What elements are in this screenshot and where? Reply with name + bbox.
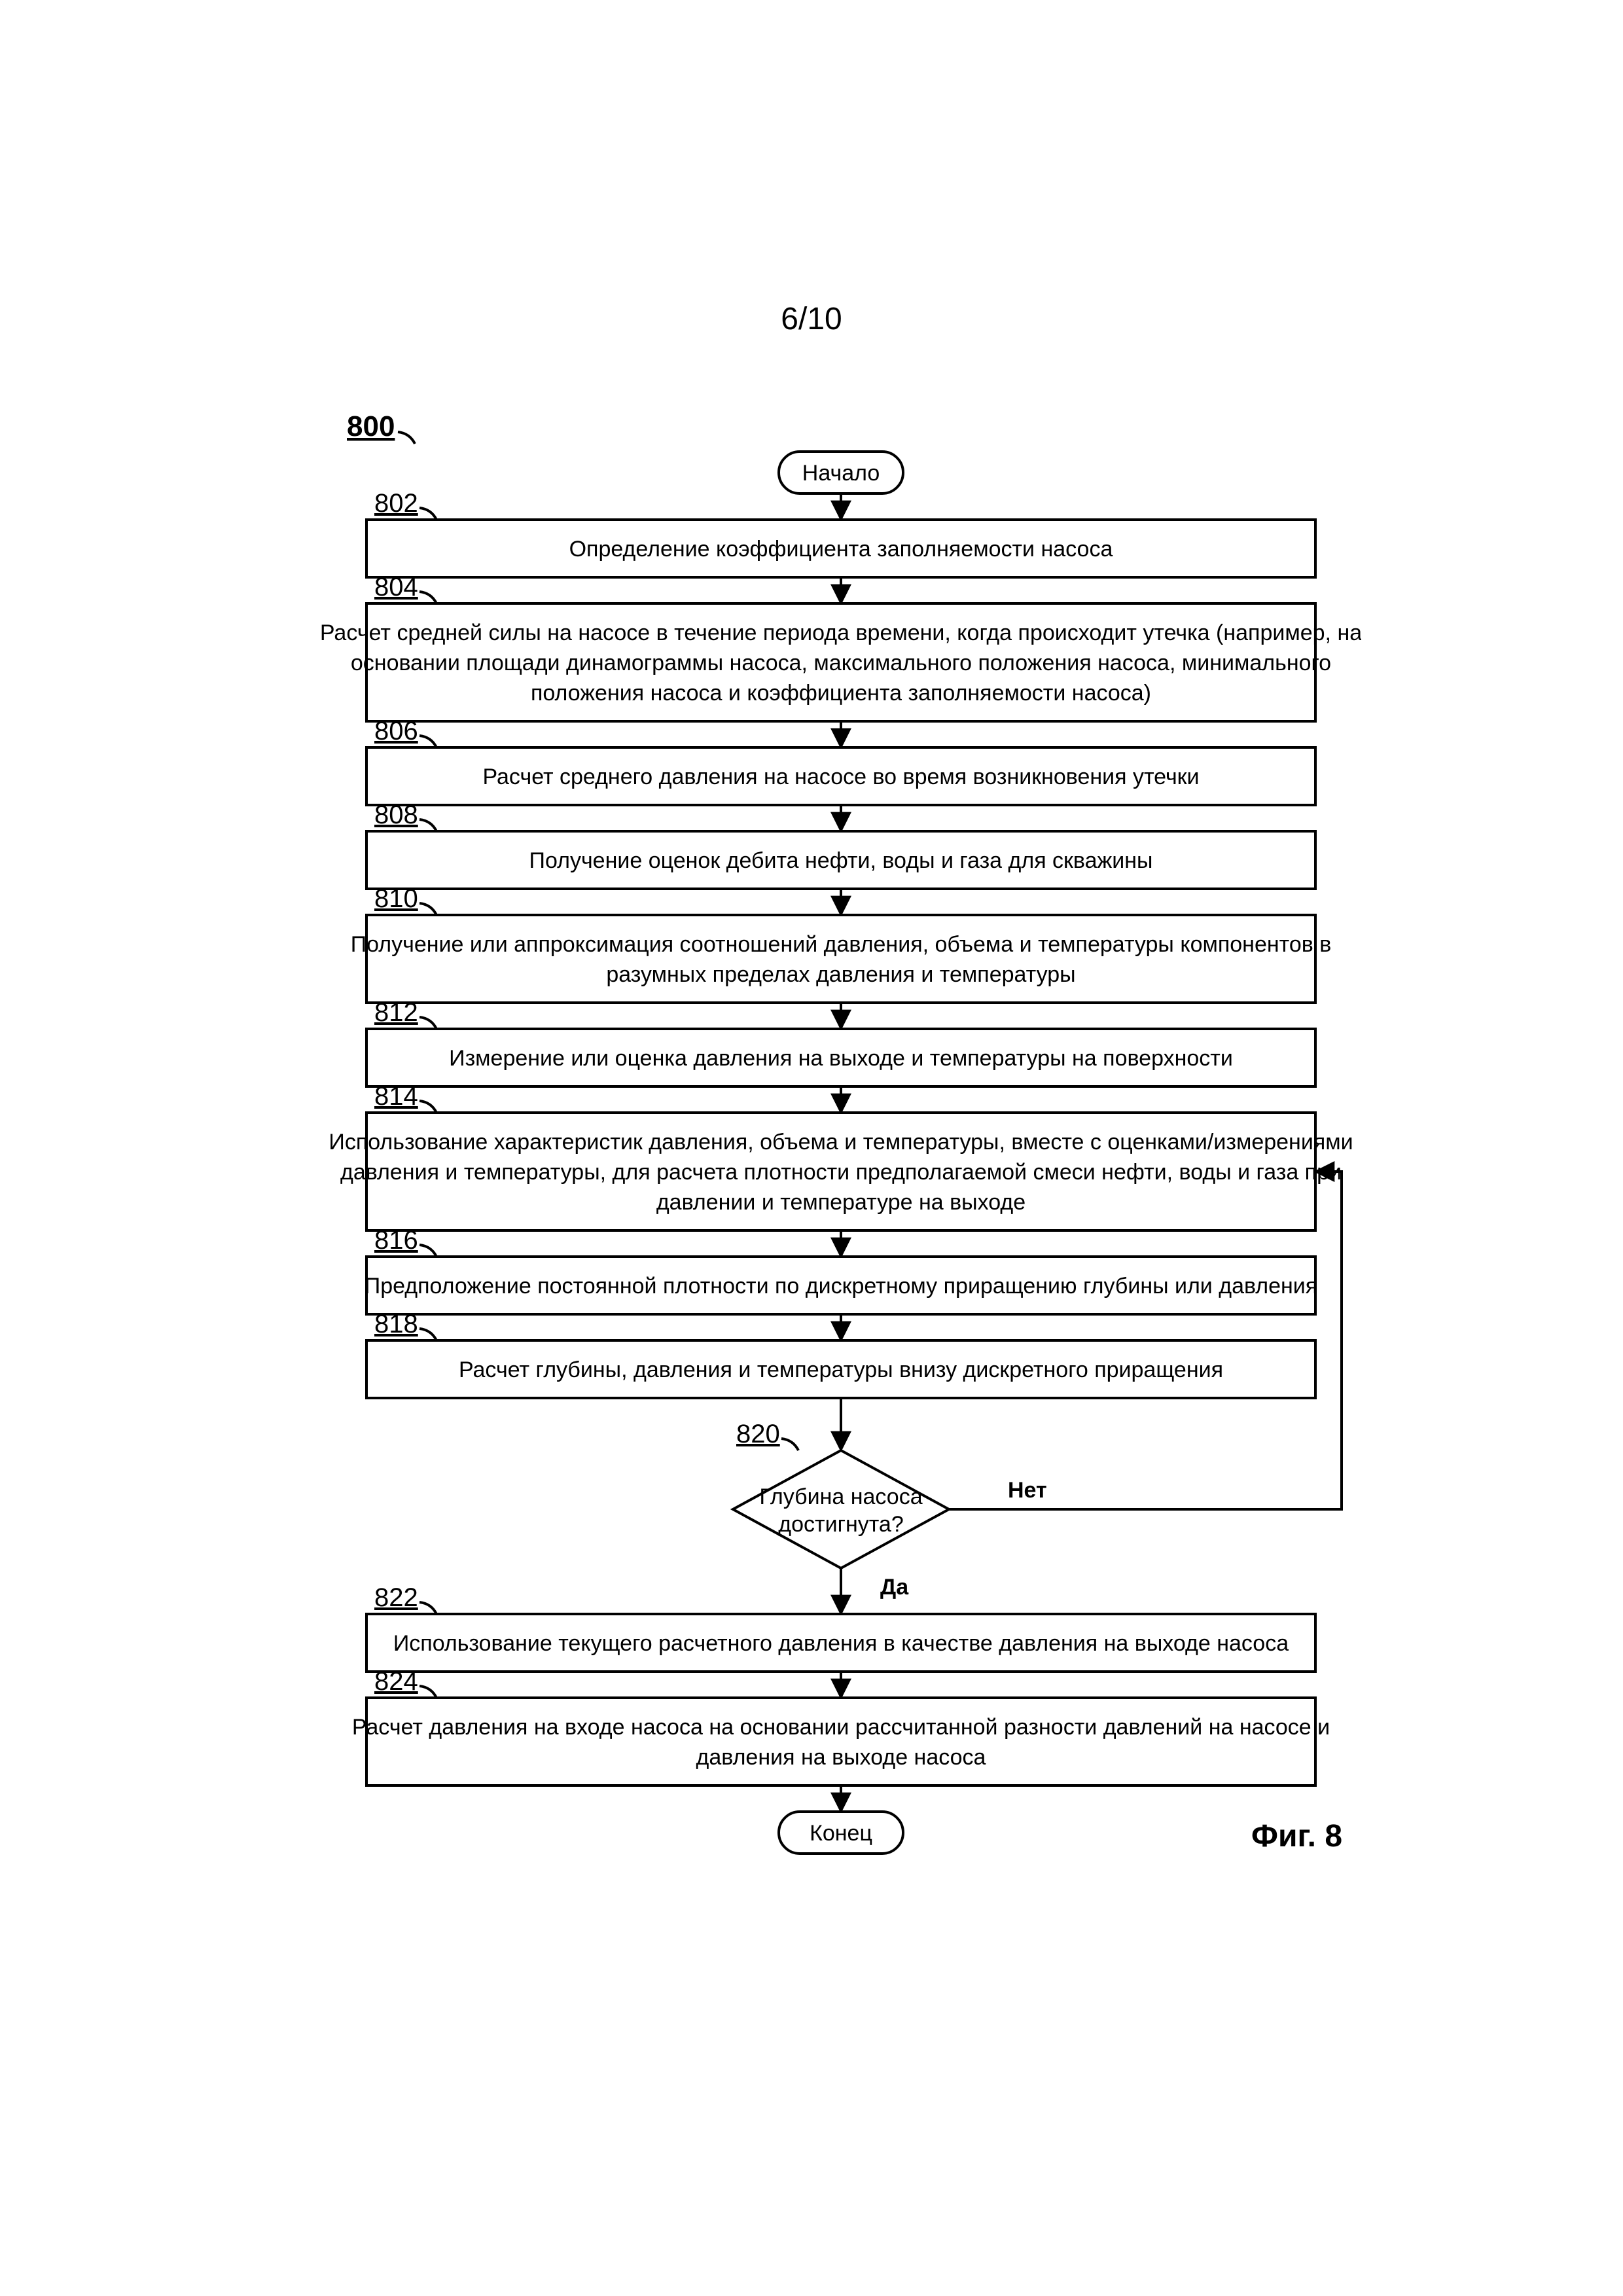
svg-text:Использование характеристик да: Использование характеристик давления, об… — [329, 1130, 1353, 1155]
svg-text:положения насоса и коэффициент: положения насоса и коэффициента заполняе… — [531, 681, 1151, 706]
svg-text:800: 800 — [347, 410, 395, 442]
svg-text:Конец: Конец — [810, 1821, 872, 1846]
svg-text:820: 820 — [736, 1420, 780, 1448]
svg-text:822: 822 — [374, 1583, 418, 1612]
svg-text:810: 810 — [374, 884, 418, 913]
svg-text:816: 816 — [374, 1226, 418, 1255]
svg-text:давления на выходе насоса: давления на выходе насоса — [696, 1745, 986, 1770]
svg-text:основании площади динамограммы: основании площади динамограммы насоса, м… — [351, 651, 1331, 675]
svg-text:достигнута?: достигнута? — [778, 1512, 904, 1537]
svg-text:Да: Да — [880, 1575, 909, 1600]
svg-text:разумных пределах давления и т: разумных пределах давления и температуры — [606, 962, 1075, 987]
svg-text:Измерение или оценка давления: Измерение или оценка давления на выходе … — [449, 1046, 1233, 1071]
svg-text:Расчет среднего давления на на: Расчет среднего давления на насосе во вр… — [482, 764, 1199, 789]
svg-text:Предположение постоянной плотн: Предположение постоянной плотности по ди… — [365, 1274, 1317, 1299]
svg-text:Расчет глубины, давления и тем: Расчет глубины, давления и температуры в… — [459, 1357, 1223, 1382]
svg-text:804: 804 — [374, 573, 418, 601]
svg-text:808: 808 — [374, 800, 418, 829]
svg-text:Расчет давления на входе насос: Расчет давления на входе насоса на основ… — [352, 1715, 1330, 1740]
svg-text:Получение или аппроксимация со: Получение или аппроксимация соотношений … — [351, 932, 1332, 957]
svg-text:806: 806 — [374, 717, 418, 745]
svg-text:Расчет средней силы на насосе: Расчет средней силы на насосе в течение … — [320, 620, 1361, 645]
svg-text:824: 824 — [374, 1667, 418, 1696]
page-number: 6/10 — [0, 301, 1623, 337]
svg-text:давления и температуры, для ра: давления и температуры, для расчета плот… — [340, 1160, 1342, 1185]
svg-text:812: 812 — [374, 998, 418, 1027]
svg-text:Нет: Нет — [1008, 1478, 1047, 1503]
svg-text:Глубина насоса: Глубина насоса — [759, 1484, 922, 1509]
svg-text:давлении и температуре на выхо: давлении и температуре на выходе — [656, 1190, 1026, 1215]
svg-text:802: 802 — [374, 489, 418, 518]
svg-text:Определение коэффициента запол: Определение коэффициента заполняемости н… — [569, 537, 1113, 562]
page: 6/10 Фиг. 8 800Начало802Определение коэф… — [0, 0, 1623, 2296]
svg-text:Получение оценок дебита нефти,: Получение оценок дебита нефти, воды и га… — [529, 848, 1153, 873]
svg-text:818: 818 — [374, 1310, 418, 1338]
flowchart: 800 Начало 802 Определение коэффициента зап… — [301, 406, 1361, 1911]
svg-text:Использование текущего расчетн: Использование текущего расчетного давлен… — [393, 1631, 1289, 1656]
svg-text:814: 814 — [374, 1082, 418, 1111]
svg-text:Начало: Начало — [802, 461, 880, 486]
